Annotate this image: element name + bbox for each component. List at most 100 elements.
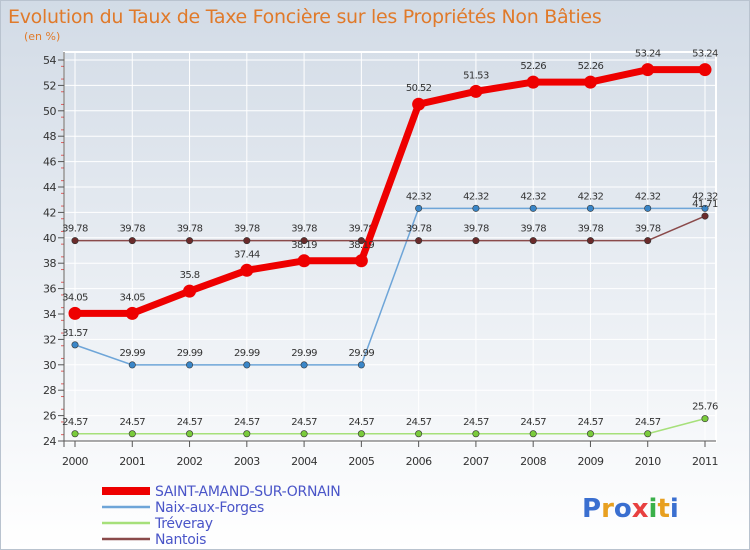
data-label-2-9: 24.57 [578,417,604,428]
grid-lines [63,51,717,443]
data-label-2-10: 24.57 [635,417,661,428]
data-label-0-1: 34.05 [119,292,145,303]
y-tick-label-46: 46 [43,156,56,169]
data-label-1-7: 42.32 [463,191,489,202]
y-tick-label-54: 54 [43,54,56,67]
data-label-3-11: 41.71 [692,199,718,210]
series-line-2 [74,417,706,435]
point-2-1 [128,430,136,438]
data-label-0-4: 38.19 [291,240,317,251]
data-label-3-1: 39.78 [119,224,145,235]
point-1-6 [415,204,423,212]
y-tick-label-26: 26 [43,410,56,423]
point-1-4 [300,361,308,369]
point-0-7 [469,84,483,98]
data-label-1-2: 29.99 [177,348,203,359]
point-2-5 [357,430,365,438]
x-tick-label-2005: 2005 [348,455,374,468]
data-label-3-8: 39.78 [520,224,546,235]
data-label-2-11: 25.76 [692,402,718,413]
data-label-1-3: 29.99 [234,348,260,359]
y-tick-label-38: 38 [43,257,56,270]
point-0-1 [125,306,139,320]
point-2-3 [243,430,251,438]
series-line-0 [71,66,709,317]
point-2-6 [415,430,423,438]
point-1-11 [701,204,709,212]
data-label-1-10: 42.32 [635,191,661,202]
point-2-0 [71,430,79,438]
y-tick-label-48: 48 [43,130,56,143]
legend-label-2: Tréveray [154,516,213,532]
legend: SAINT-AMAND-SUR-ORNAINNaix-aux-ForgesTré… [102,484,341,548]
point-0-0 [68,306,82,320]
logo-letter: i [649,494,658,524]
series-3: 39.78 39.78 39.78 39.78 39.78 39.78 39.78 39.78… [62,199,719,245]
data-label-2-2: 24.57 [177,417,203,428]
legend-label-1: Naix-aux-Forges [155,500,264,516]
point-3-4 [300,237,308,245]
point-0-10 [641,63,655,77]
x-tick-label-2004: 2004 [291,455,317,468]
x-tick-label-2006: 2006 [406,455,432,468]
data-label-1-8: 42.32 [520,191,546,202]
x-tick-label-2008: 2008 [520,455,546,468]
y-tick-label-36: 36 [43,283,56,296]
point-0-2 [183,284,197,298]
point-1-8 [529,204,537,212]
data-label-3-9: 39.78 [578,224,604,235]
series-line-3 [74,215,706,242]
x-tick-label-2000: 2000 [62,455,88,468]
logo-letter: r [601,494,614,524]
point-2-8 [529,430,537,438]
data-label-0-3: 37.44 [234,249,260,260]
point-0-9 [583,75,597,89]
x-tick-label-2009: 2009 [577,455,603,468]
point-3-7 [472,237,480,245]
data-label-3-2: 39.78 [177,224,203,235]
data-label-2-8: 24.57 [520,417,546,428]
x-tick-label-2001: 2001 [119,455,145,468]
data-label-2-0: 24.57 [62,417,88,428]
data-label-2-5: 24.57 [349,417,375,428]
data-label-0-0: 34.05 [62,292,88,303]
point-3-5 [357,237,365,245]
data-label-0-8: 52.26 [520,61,546,72]
point-3-9 [586,237,594,245]
point-0-8 [526,75,540,89]
data-label-0-2: 35.8 [180,270,200,281]
data-label-0-7: 51.53 [463,70,489,81]
point-3-11 [701,212,709,220]
logo-letter: P [582,494,601,524]
point-0-3 [240,263,254,277]
logo-letter: i [670,494,679,524]
x-tick-label-2003: 2003 [234,455,260,468]
point-0-11 [698,63,712,77]
data-label-1-5: 29.99 [349,348,375,359]
point-2-2 [186,430,194,438]
point-1-2 [186,361,194,369]
legend-label-0: SAINT-AMAND-SUR-ORNAIN [155,484,340,500]
series-2: 24.57 24.57 24.57 24.57 24.57 24.57 24.57 24.57… [62,402,719,438]
point-1-9 [586,204,594,212]
logo-letter: o [614,494,632,524]
data-label-1-4: 29.99 [291,348,317,359]
series-0: 34.05 34.05 35.8 37.44 38.19 38.19 50.52 51.53 5… [62,49,719,320]
point-2-7 [472,430,480,438]
y-tick-label-52: 52 [43,79,56,92]
point-1-5 [357,361,365,369]
y-tick-label-30: 30 [43,359,56,372]
data-label-3-3: 39.78 [234,224,260,235]
point-3-8 [529,237,537,245]
data-label-1-1: 29.99 [119,348,145,359]
x-tick-label-2002: 2002 [177,455,203,468]
y-tick-label-40: 40 [43,232,56,245]
y-tick-label-34: 34 [43,308,56,321]
data-label-1-9: 42.32 [578,191,604,202]
logo-letter: t [657,494,669,524]
data-label-3-5: 39.78 [349,224,375,235]
data-label-2-4: 24.57 [291,417,317,428]
data-label-2-7: 24.57 [463,417,489,428]
